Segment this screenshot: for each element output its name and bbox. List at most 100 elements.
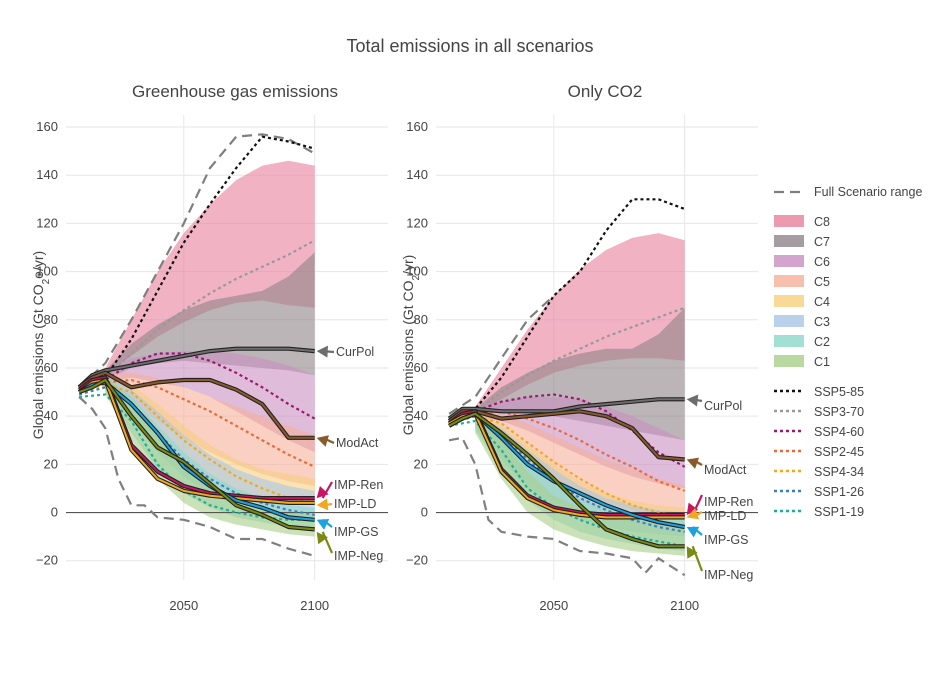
legend-swatch-c7 [774, 235, 804, 247]
arrow-head-imp-ld [686, 508, 700, 520]
x-tick-label: 2050 [539, 598, 568, 613]
annotation-imp-ren: IMP-Ren [334, 478, 383, 492]
legend-swatch-c8 [774, 215, 804, 227]
band-c5 [105, 372, 315, 486]
ssp-line-ssp4-60 [448, 393, 686, 468]
legend-label-ssp1-26: SSP1-26 [814, 485, 864, 499]
band-c6 [475, 396, 685, 489]
y-tick-label: 0 [421, 505, 428, 520]
legend-label-c5: C5 [814, 275, 830, 289]
band-c4 [105, 375, 315, 506]
y-tick-label: −20 [36, 553, 58, 568]
annotation-curpol: CurPol [336, 345, 374, 359]
y-tick-label: 160 [406, 119, 428, 134]
legend-label-ssp4-34: SSP4-34 [814, 465, 864, 479]
ssp-line-ssp3-70 [448, 306, 686, 423]
range-upper-line [448, 294, 555, 415]
y-axis-label-ghg: Global emissions (Gt CO2e/yr) [30, 251, 52, 439]
legend-label-ssp2-45: SSP2-45 [814, 445, 864, 459]
annotation-modact: ModAct [336, 436, 379, 450]
band-c8 [475, 233, 685, 414]
legend-label-c3: C3 [814, 315, 830, 329]
legend-label-ssp4-60: SSP4-60 [814, 425, 864, 439]
y-tick-label: 120 [406, 215, 428, 230]
y-tick-label: 0 [51, 505, 58, 520]
band-c1 [475, 416, 685, 556]
highlight-line-imp-ren [448, 410, 685, 516]
annotation-imp-gs: IMP-GS [334, 525, 378, 539]
y-tick-label: 60 [44, 360, 58, 375]
range-upper-line [78, 133, 316, 389]
highlight-line-modact [78, 371, 315, 439]
arrow-head-imp-neg [316, 531, 329, 545]
legend: Full Scenario range C8 C7 C6 C5 C4 C3 C2 C1 SSP5-… [774, 185, 922, 519]
legend-label-range: Full Scenario range [814, 185, 922, 199]
arrow-head-curpol [316, 345, 328, 358]
band-c5 [475, 411, 685, 518]
ssp-line-ssp1-19 [448, 419, 685, 548]
legend-label-c6: C6 [814, 255, 830, 269]
y-tick-label: 80 [44, 312, 58, 327]
y-tick-label: −20 [406, 553, 428, 568]
annotation-imp-neg: IMP-Neg [704, 568, 753, 582]
band-c3 [475, 413, 685, 537]
ssp-line-ssp2-45 [448, 410, 686, 492]
y-tick-label: 100 [36, 264, 58, 279]
legend-label-c2: C2 [814, 335, 830, 349]
legend-label-ssp3-70: SSP3-70 [814, 405, 864, 419]
y-tick-label: 40 [44, 408, 58, 423]
y-tick-label: 80 [414, 312, 428, 327]
legend-label-c4: C4 [814, 295, 830, 309]
arrow-head-modact [316, 435, 329, 447]
ssp-line-ssp4-60 [78, 352, 316, 420]
y-tick-label: 160 [36, 119, 58, 134]
annotation-imp-ld: IMP-LD [334, 497, 376, 511]
ssp-line-ssp4-34 [448, 415, 685, 519]
ssp-line-ssp5-85 [448, 198, 686, 422]
annotation-imp-gs: IMP-GS [704, 533, 748, 547]
x-tick-label: 2100 [670, 598, 699, 613]
legend-swatch-c6 [774, 255, 804, 267]
annotation-imp-neg: IMP-Neg [334, 549, 383, 563]
y-tick-label: 120 [36, 215, 58, 230]
legend-label-c8: C8 [814, 215, 830, 229]
arrow-head-imp-ren [686, 502, 699, 515]
arrow-imp-neg [321, 531, 334, 554]
legend-swatch-c4 [774, 295, 804, 307]
arrow-head-curpol [686, 394, 699, 407]
arrow-head-imp-ld [316, 498, 329, 511]
x-tick-label: 2050 [169, 598, 198, 613]
arrow-head-imp-gs [686, 526, 700, 538]
panel-only-co2: Only CO2 Global emissions (Gt CO2/yr) −2… [400, 82, 758, 613]
legend-label-ssp1-19: SSP1-19 [814, 505, 864, 519]
highlight-line-imp-neg [448, 412, 685, 548]
arrow-head-imp-gs [316, 519, 330, 530]
band-c8 [105, 160, 315, 376]
y-tick-label: 140 [406, 167, 428, 182]
arrow-head-imp-neg [686, 546, 698, 559]
highlight-line-imp-neg [78, 379, 315, 531]
arrow-head-modact [686, 457, 700, 469]
legend-label-c7: C7 [814, 235, 830, 249]
panel-title-ghg: Greenhouse gas emissions [132, 82, 338, 101]
annotation-imp-ren: IMP-Ren [704, 495, 753, 509]
annotation-curpol: CurPol [704, 399, 742, 413]
y-tick-label: 60 [414, 360, 428, 375]
annotation-imp-ld: IMP-LD [704, 509, 746, 523]
legend-swatch-c5 [774, 275, 804, 287]
range-lower-line [78, 396, 315, 557]
legend-swatch-c1 [774, 355, 804, 367]
panel-title-co2: Only CO2 [568, 82, 643, 101]
highlight-line-curpol [78, 347, 315, 389]
annotation-modact: ModAct [704, 463, 747, 477]
x-tick-label: 2100 [300, 598, 329, 613]
y-tick-label: 20 [414, 456, 428, 471]
legend-swatch-c3 [774, 315, 804, 327]
band-c3 [105, 375, 315, 523]
y-tick-label: 100 [406, 264, 428, 279]
highlight-line-imp-ren [78, 376, 315, 500]
band-c6 [105, 351, 315, 453]
panel-greenhouse-gas: Greenhouse gas emissions Global emission… [30, 82, 388, 613]
y-tick-label: 20 [44, 456, 58, 471]
arrow-imp-neg [691, 545, 704, 572]
